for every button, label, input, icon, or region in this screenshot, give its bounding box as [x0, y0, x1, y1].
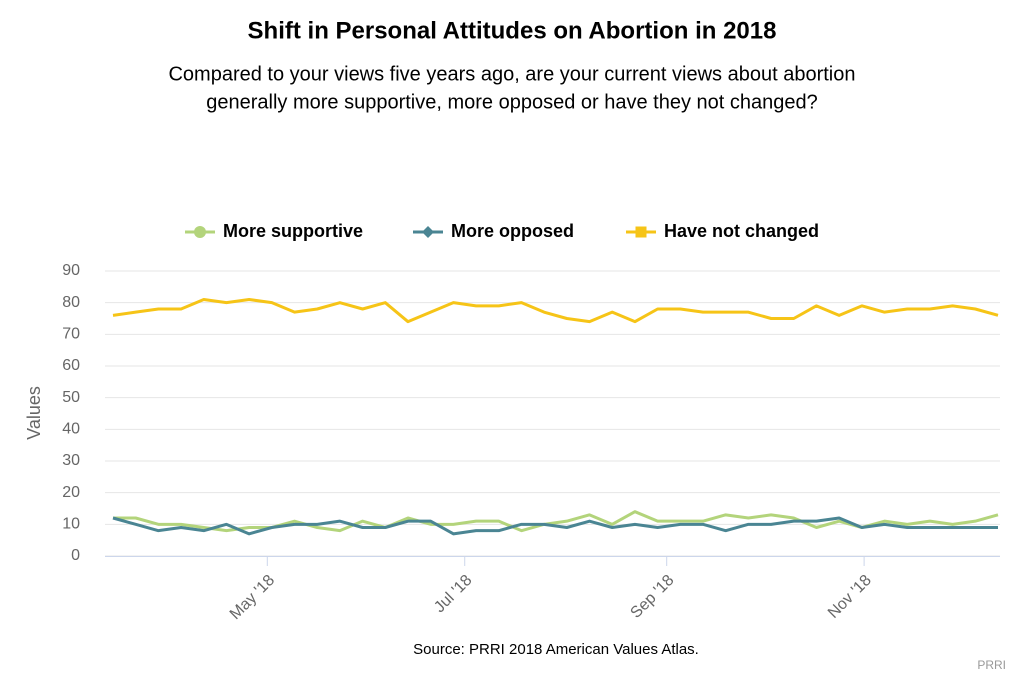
x-tick-label: Jul '18: [431, 572, 475, 616]
legend-label: More supportive: [223, 221, 363, 241]
y-tick-label: 20: [62, 484, 80, 501]
y-axis-label: Values: [24, 386, 44, 440]
legend-marker: [635, 226, 647, 238]
y-tick-label: 70: [62, 326, 80, 343]
y-tick-label: 90: [62, 262, 80, 279]
legend-marker: [422, 226, 434, 238]
chart-subtitle: Compared to your views five years ago, a…: [168, 63, 855, 85]
y-tick-label: 10: [62, 516, 80, 533]
y-tick-label: 30: [62, 452, 80, 469]
chart-subtitle: generally more supportive, more opposed …: [206, 91, 818, 113]
x-tick-label: May '18: [227, 572, 278, 623]
legend-marker: [194, 226, 206, 238]
chart-title: Shift in Personal Attitudes on Abortion …: [248, 17, 777, 44]
y-tick-label: 50: [62, 389, 80, 406]
legend-label: More opposed: [451, 221, 574, 241]
series-line: [112, 516, 998, 536]
legend-label: Have not changed: [664, 221, 819, 241]
x-tick-label: Sep '18: [627, 572, 677, 622]
y-tick-label: 60: [62, 357, 80, 374]
source: Source: PRRI 2018 American Values Atlas.: [413, 641, 699, 658]
x-tick-label: Nov '18: [825, 572, 875, 622]
y-tick-label: 40: [62, 421, 80, 438]
y-tick-label: 80: [62, 294, 80, 311]
y-tick-label: 0: [71, 547, 80, 564]
series-line: [112, 298, 999, 324]
credit: PRRI: [977, 658, 1006, 672]
